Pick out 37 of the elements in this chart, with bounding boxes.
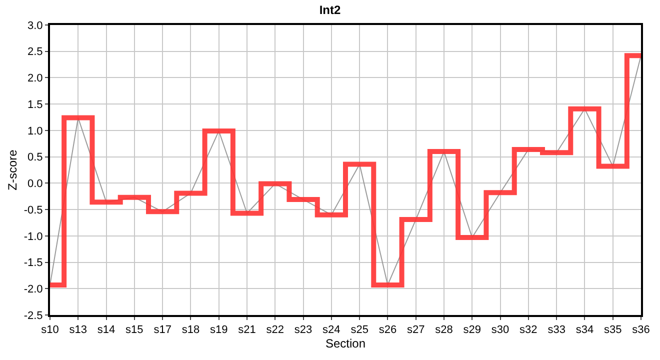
x-tick-label: s23 <box>294 324 312 336</box>
y-tick-label: 0.0 <box>28 178 43 190</box>
x-tick-label: s30 <box>491 324 510 336</box>
x-tick-label: s22 <box>266 324 284 336</box>
x-tick-label: s21 <box>238 324 256 336</box>
x-tick-label: s24 <box>322 324 340 336</box>
y-tick-label: 2.5 <box>28 46 43 58</box>
x-tick-label: s28 <box>435 324 453 336</box>
x-tick-label: s35 <box>604 324 622 336</box>
y-axis-title: Z-score <box>6 149 20 190</box>
x-tick-label: s32 <box>520 324 538 336</box>
y-tick-label: 0.5 <box>28 152 43 164</box>
y-tick-label: -2.5 <box>24 310 43 322</box>
x-tick-label: s18 <box>182 324 200 336</box>
y-tick-label: -1.0 <box>24 230 43 243</box>
y-tick-label: 1.0 <box>28 125 43 138</box>
x-tick-label: s34 <box>576 324 594 336</box>
y-tick-label: -2.0 <box>24 283 43 296</box>
y-tick-label: 3.0 <box>28 20 43 32</box>
x-tick-label: s17 <box>154 324 172 336</box>
chart-title: Int2 <box>319 2 341 17</box>
x-axis-title: Section <box>325 336 366 351</box>
x-tick-label: s27 <box>406 324 425 336</box>
x-tick-label: s13 <box>69 324 88 336</box>
y-tick-label: -0.5 <box>24 204 43 216</box>
x-tick-label: s10 <box>41 324 59 336</box>
x-tick-label: s15 <box>126 324 144 336</box>
x-tick-label: s19 <box>210 324 228 336</box>
y-tick-label: 1.5 <box>28 98 43 111</box>
x-tick-label: s33 <box>548 324 566 336</box>
x-tick-label: s36 <box>632 324 650 336</box>
x-tick-label: s26 <box>378 324 397 336</box>
y-tick-label: 2.0 <box>28 72 43 85</box>
x-tick-label: s29 <box>463 324 482 336</box>
x-tick-label: s25 <box>350 324 368 336</box>
x-tick-label: s14 <box>97 324 116 336</box>
y-tick-label: -1.5 <box>24 257 43 270</box>
